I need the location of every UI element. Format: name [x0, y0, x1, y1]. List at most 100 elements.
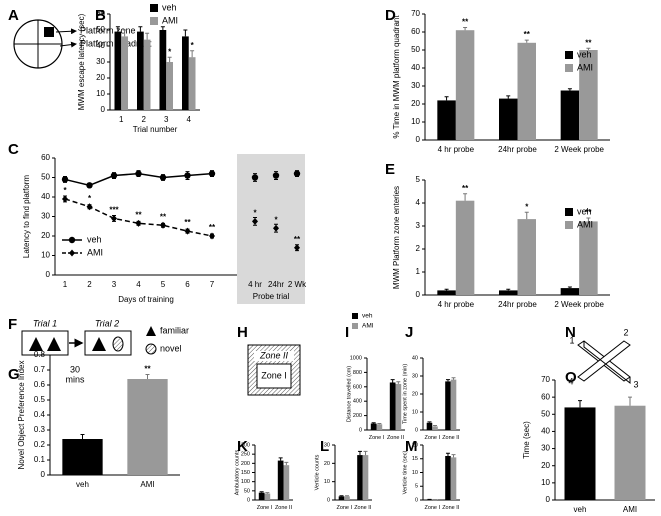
- y-tick-label: 20: [96, 73, 105, 82]
- panel-label: C: [8, 141, 19, 158]
- y-tick-label: 0: [415, 497, 418, 503]
- y-tick-label: 3: [416, 221, 421, 230]
- error-bar: [586, 47, 591, 50]
- bar: [137, 31, 144, 111]
- y-tick-label: 0: [41, 470, 46, 479]
- bar: [455, 200, 475, 295]
- y-tick-label: 20: [324, 461, 330, 467]
- bar: [114, 31, 122, 111]
- bar: [389, 382, 396, 430]
- significance: **: [462, 18, 469, 27]
- x-tick-label: Zone II: [442, 505, 460, 511]
- marker: [135, 170, 142, 177]
- y-tick-label: 0: [415, 427, 418, 433]
- error-bar: [345, 495, 350, 497]
- legend-label: veh: [362, 313, 373, 320]
- error-bar: [363, 450, 368, 456]
- y-tick-label: 70: [541, 375, 550, 384]
- legend-swatch: [565, 51, 573, 59]
- error-bar: [396, 381, 401, 384]
- significance: ***: [109, 206, 119, 215]
- error-bar: [586, 217, 591, 222]
- y-tick-label: 0.7: [34, 365, 46, 374]
- error-bar: [115, 26, 120, 32]
- y-tick-label: 50: [41, 173, 50, 182]
- y-tick-label: 10: [96, 89, 105, 98]
- marker: [135, 219, 142, 227]
- label: novel: [160, 343, 182, 353]
- panel-label: N: [565, 324, 576, 341]
- y-axis-label: Latency to find platform: [22, 175, 31, 258]
- y-tick-label: 10: [412, 409, 418, 415]
- label: Trial 1: [33, 318, 57, 328]
- error-bar: [160, 26, 165, 30]
- error-bar: [145, 374, 150, 379]
- y-axis-label: Verticle time (sec): [402, 450, 408, 494]
- x-tick-label: Zone I: [257, 505, 273, 511]
- error-bar: [463, 27, 468, 31]
- y-tick-label: 50: [411, 45, 420, 54]
- legend-swatch: [565, 64, 573, 72]
- bar: [188, 57, 196, 110]
- legend-swatch: [352, 313, 358, 319]
- y-tick-label: 30: [41, 212, 50, 221]
- y-axis-label: Novel Object Preference Index: [17, 361, 26, 470]
- legend-label: AMI: [162, 15, 178, 25]
- x-tick-label: 3: [112, 280, 117, 289]
- arrow: [59, 41, 77, 48]
- platform: [44, 27, 54, 37]
- legend-label: AMI: [87, 247, 103, 257]
- error-bar: [377, 423, 382, 425]
- significance: *: [274, 215, 278, 224]
- y-tick-label: 200: [353, 413, 362, 419]
- x-tick-label: Zone II: [387, 435, 405, 441]
- significance: **: [184, 218, 191, 227]
- probe-label: Probe trial: [253, 292, 290, 301]
- error-bar: [578, 400, 582, 408]
- bar: [370, 423, 377, 430]
- x-tick-label: Zone II: [354, 505, 372, 511]
- significance: *: [63, 186, 67, 195]
- y-axis-label: Time (sec): [522, 421, 531, 459]
- y-tick-label: 0: [546, 495, 551, 504]
- y-tick-label: 0.8: [34, 350, 46, 359]
- label: Zone I: [261, 370, 287, 380]
- legend-label: veh: [577, 206, 592, 216]
- error-bar: [284, 461, 289, 466]
- x-tick-label: 4 hr: [248, 280, 262, 289]
- object: [112, 336, 124, 352]
- y-axis-label: Ambulatory counts: [234, 449, 240, 495]
- label: 3: [633, 379, 638, 389]
- bar: [426, 422, 433, 430]
- y-tick-label: 40: [41, 192, 50, 201]
- y-tick-label: 0: [416, 135, 421, 144]
- label: 1: [569, 335, 574, 345]
- error-bar: [445, 379, 450, 382]
- bar: [283, 465, 290, 500]
- y-tick-label: 20: [412, 442, 418, 448]
- y-tick-label: 40: [411, 63, 420, 72]
- error-bar: [628, 396, 632, 406]
- x-tick-label: 5: [161, 280, 166, 289]
- marker: [110, 172, 118, 179]
- y-tick-label: 60: [541, 392, 550, 401]
- marker: [86, 182, 93, 189]
- label: 4: [568, 376, 573, 386]
- y-tick-label: 60: [96, 9, 105, 18]
- marker: [294, 244, 300, 252]
- y-tick-label: 0: [101, 105, 106, 114]
- x-tick-label: 24hr probe: [498, 145, 537, 154]
- error-bar: [138, 26, 143, 32]
- y-tick-label: 0.1: [34, 455, 46, 464]
- diagram-h: Zone II Zone I: [247, 344, 301, 396]
- panel-label: K: [237, 438, 248, 455]
- x-axis-label: Trial number: [133, 125, 178, 134]
- bar: [258, 492, 265, 500]
- y-tick-label: 5: [416, 175, 421, 184]
- y-tick-label: 4: [416, 198, 421, 207]
- x-tick-label: Zone II: [275, 505, 293, 511]
- panel-label: M: [405, 438, 418, 455]
- y-tick-label: 20: [412, 391, 418, 397]
- panel-label: G: [8, 366, 20, 383]
